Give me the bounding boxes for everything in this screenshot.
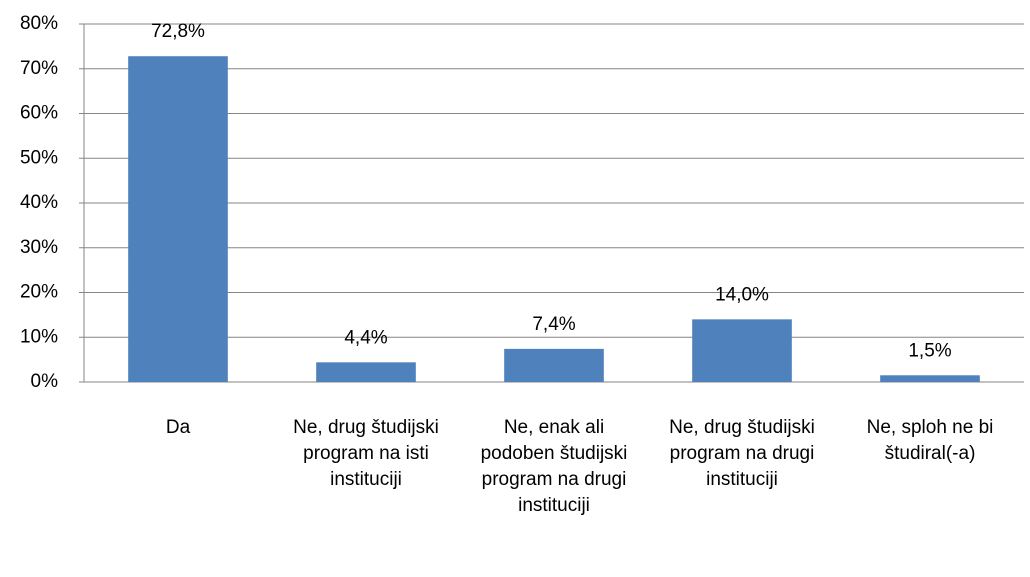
x-tick-label: Ne, drug študijski program na drugi inst… [669, 417, 815, 490]
y-tick-label: 0% [31, 371, 59, 392]
x-tick-label: Ne, enak ali podoben študijski program n… [480, 417, 628, 516]
value-label: 1,5% [908, 340, 951, 361]
bar [880, 375, 980, 382]
y-tick-label: 80% [20, 13, 58, 34]
y-tick-label: 60% [20, 103, 58, 124]
value-label: 72,8% [151, 21, 205, 42]
y-tick-label: 70% [20, 58, 58, 79]
y-tick-label: 40% [20, 192, 58, 213]
y-tick-label: 10% [20, 326, 58, 347]
bar [316, 362, 416, 382]
x-tick-label: Da [165, 417, 191, 438]
value-label: 14,0% [715, 284, 769, 305]
bar [504, 348, 604, 382]
y-tick-label: 50% [20, 147, 58, 168]
value-label: 4,4% [344, 327, 387, 348]
y-tick-label: 20% [20, 282, 58, 303]
bar [128, 56, 228, 382]
bar [692, 319, 792, 382]
value-label: 7,4% [532, 314, 575, 335]
x-tick-label: Ne, sploh ne bi študiral(-a) [866, 417, 994, 464]
x-tick-label: Ne, drug študijski program na isti insti… [293, 417, 439, 490]
y-tick-label: 30% [20, 237, 58, 258]
